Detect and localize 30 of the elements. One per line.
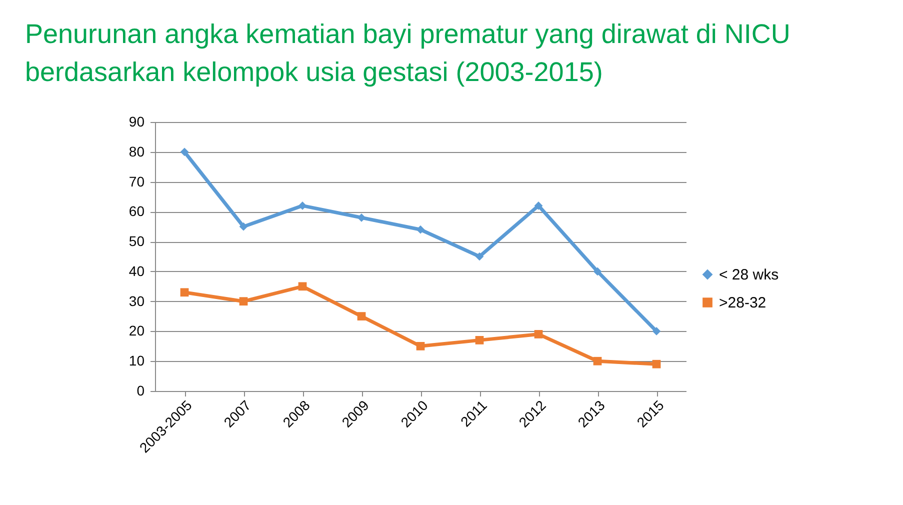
legend-label: < 28 wks — [719, 266, 779, 284]
point — [357, 312, 366, 320]
point — [652, 360, 661, 368]
y-tick-label: 20 — [128, 322, 145, 339]
y-tick-label: 40 — [128, 262, 145, 279]
y-tick-label: 10 — [128, 352, 145, 369]
y-tick-label: 0 — [136, 382, 145, 398]
chart-title: Penurunan angka kematian bayi prematur yang dirawat di NICU berdasarkan kelompok usia gestasi (2003-2015) — [25, 19, 790, 87]
point — [180, 148, 189, 156]
point — [239, 297, 248, 306]
y-tick-label: 80 — [128, 143, 145, 160]
point — [534, 202, 543, 210]
point — [593, 356, 602, 366]
point — [652, 327, 661, 336]
point — [475, 336, 484, 344]
point — [416, 225, 425, 234]
point — [416, 342, 425, 350]
point — [298, 282, 307, 291]
point — [180, 288, 189, 297]
y-tick-label: 70 — [128, 173, 145, 190]
point — [593, 267, 602, 276]
point — [298, 202, 307, 210]
y-tick-label: 30 — [128, 292, 145, 309]
point — [534, 330, 543, 338]
y-tick-label: 60 — [128, 203, 145, 220]
y-tick-label: 90 — [128, 114, 145, 130]
legend-label: >28-32 — [719, 294, 766, 312]
y-tick-label: 50 — [128, 233, 145, 250]
point — [475, 252, 484, 261]
point — [239, 222, 248, 231]
